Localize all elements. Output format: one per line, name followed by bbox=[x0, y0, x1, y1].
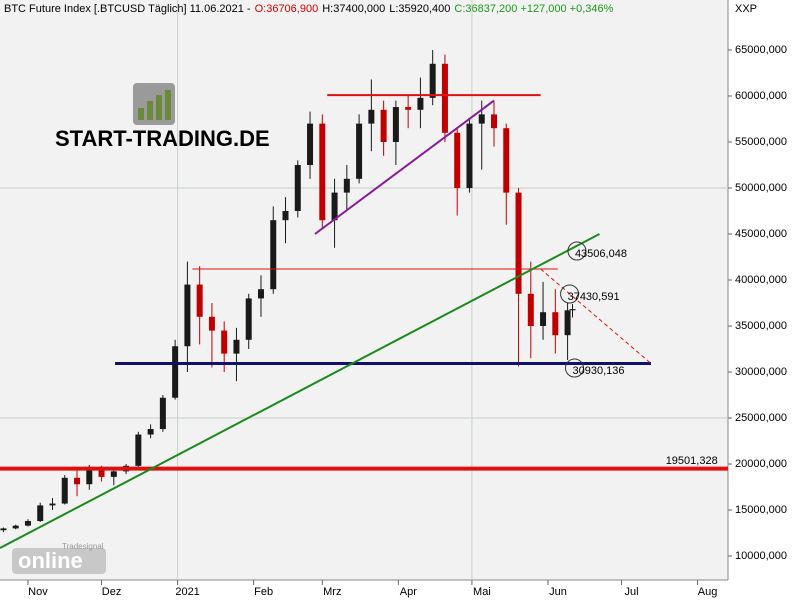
y-tick-label: 20000,000 bbox=[735, 458, 787, 470]
candle-body bbox=[282, 211, 289, 221]
candle-body bbox=[270, 220, 277, 290]
candle-body bbox=[208, 316, 215, 331]
x-tick-label: Jun bbox=[549, 586, 567, 598]
level-label: 43506,048 bbox=[575, 248, 627, 260]
y-tick-label: 10000,000 bbox=[735, 550, 787, 562]
trend-line bbox=[0, 233, 600, 549]
y-tick-label: 15000,000 bbox=[735, 504, 787, 516]
candle-body bbox=[527, 293, 534, 326]
x-tick-label: 2021 bbox=[175, 586, 199, 598]
candle-body bbox=[159, 397, 166, 430]
candle-body bbox=[135, 434, 142, 466]
candle-body bbox=[569, 309, 576, 311]
candle-body bbox=[552, 312, 559, 336]
candle-body bbox=[172, 346, 179, 398]
candle-body bbox=[441, 63, 448, 133]
watermark-small: Tradesignal bbox=[62, 542, 104, 551]
label-marker bbox=[564, 358, 584, 378]
x-tick-label: Feb bbox=[254, 586, 273, 598]
x-tick-label: Dez bbox=[102, 586, 122, 598]
watermark: online Tradesignal bbox=[12, 542, 106, 574]
y-tick-label: 45000,000 bbox=[735, 228, 787, 240]
x-tick-label: Apr bbox=[400, 586, 417, 598]
title-part: H:37400,000 bbox=[322, 3, 385, 15]
y-tick-label: 50000,000 bbox=[735, 182, 787, 194]
candle-body bbox=[392, 107, 399, 143]
candle-body bbox=[12, 525, 19, 529]
candle-body bbox=[257, 289, 264, 299]
candle-body bbox=[74, 477, 81, 485]
label-marker bbox=[567, 241, 587, 261]
candle-body bbox=[24, 521, 31, 526]
candle-body bbox=[49, 503, 56, 506]
candle-body bbox=[221, 330, 228, 354]
candle-body bbox=[429, 63, 436, 98]
axis-panel bbox=[728, 0, 800, 600]
title-part: L:35920,400 bbox=[389, 3, 450, 15]
candle-body bbox=[417, 97, 424, 110]
candle-body bbox=[0, 528, 7, 531]
x-tick-label: Nov bbox=[28, 586, 48, 598]
x-tick-label: Mrz bbox=[323, 586, 341, 598]
candle-body bbox=[343, 178, 350, 193]
y-tick-label: 40000,000 bbox=[735, 274, 787, 286]
logo: START-TRADING.DE bbox=[55, 83, 270, 151]
y-tick-label: 55000,000 bbox=[735, 136, 787, 148]
x-tick-label: Mai bbox=[473, 586, 491, 598]
chart-title: BTC Future Index [.BTCUSD Täglich] 11.06… bbox=[4, 3, 614, 15]
candle-body bbox=[307, 123, 314, 166]
candle-body bbox=[466, 123, 473, 189]
candle-body bbox=[503, 128, 510, 193]
y-tick-label: 25000,000 bbox=[735, 412, 787, 424]
candle-body bbox=[331, 192, 338, 221]
y-tick-label: 30000,000 bbox=[735, 366, 787, 378]
label-marker bbox=[560, 284, 580, 304]
candle-body bbox=[319, 123, 326, 221]
candle-body bbox=[478, 114, 485, 124]
candle-body bbox=[245, 298, 252, 340]
watermark-text: online bbox=[18, 548, 83, 573]
candle-body bbox=[540, 312, 547, 326]
x-tick-label: Aug bbox=[698, 586, 718, 598]
candle-body bbox=[196, 284, 203, 317]
candle-body bbox=[98, 470, 105, 477]
candle-body bbox=[356, 123, 363, 179]
candle-body bbox=[368, 109, 375, 124]
level-label: 19501,328 bbox=[666, 455, 718, 467]
candle-body bbox=[515, 192, 522, 294]
y-tick-label: 65000,000 bbox=[735, 44, 787, 56]
title-part: BTC Future Index [.BTCUSD Täglich] 11.06… bbox=[4, 3, 251, 15]
candle-body bbox=[454, 132, 461, 189]
level-label: 30930,136 bbox=[572, 365, 624, 377]
trend-line bbox=[314, 99, 495, 235]
x-tick-label: Jul bbox=[625, 586, 639, 598]
candle-body bbox=[233, 339, 240, 354]
logo-text: START-TRADING.DE bbox=[55, 126, 270, 151]
level-label: 37430,591 bbox=[568, 291, 620, 303]
y-tick-label: 60000,000 bbox=[735, 90, 787, 102]
candle-body bbox=[184, 284, 191, 347]
candle-body bbox=[294, 165, 301, 212]
candle-body bbox=[147, 429, 154, 435]
candle-body bbox=[380, 109, 387, 143]
candle-body bbox=[405, 107, 412, 110]
candle-body bbox=[86, 470, 93, 485]
candle-body bbox=[564, 310, 571, 336]
trend-line bbox=[540, 268, 652, 364]
axis-panel bbox=[0, 580, 728, 600]
title-part: O:36706,900 bbox=[255, 3, 319, 15]
title-part: C:36837,200 +127,000 +0,346% bbox=[454, 3, 613, 15]
candle-body bbox=[61, 477, 68, 504]
candle-body bbox=[110, 471, 117, 477]
candle-body bbox=[37, 505, 44, 522]
candle-body bbox=[491, 114, 497, 129]
y-tick-label: 35000,000 bbox=[735, 320, 787, 332]
currency: XXP bbox=[735, 3, 757, 15]
